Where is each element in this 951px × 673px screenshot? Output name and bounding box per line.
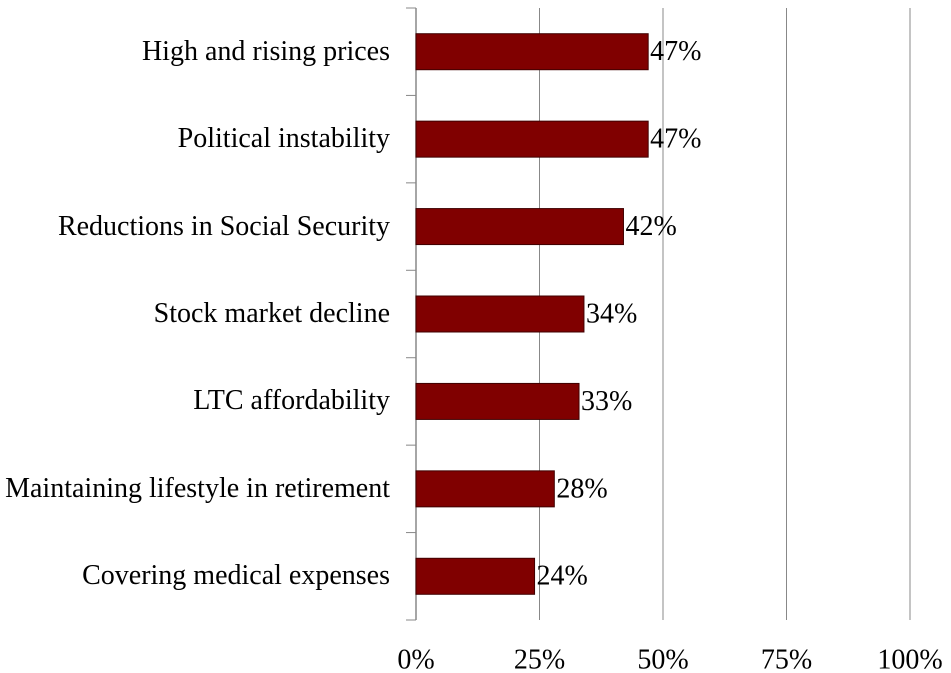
bar [415, 33, 649, 71]
bar [415, 208, 624, 246]
category-label-box: LTC affordability [0, 356, 390, 446]
value-label: 42% [625, 211, 676, 242]
category-label-box: Reductions in Social Security [0, 182, 390, 272]
value-label: 34% [586, 298, 637, 329]
y-tick-label: Political instability [177, 123, 390, 155]
x-tick-label: 75% [761, 644, 812, 673]
bar [415, 382, 580, 420]
value-label: 28% [556, 473, 607, 504]
y-tick-label: High and rising prices [141, 35, 390, 67]
y-tick-label: Reductions in Social Security [57, 210, 390, 242]
category-label-box: Covering medical expenses [0, 531, 390, 621]
x-tick-label: 100% [877, 644, 942, 673]
x-tick-label: 50% [637, 644, 688, 673]
bar [415, 295, 585, 333]
x-tick-label: 0% [397, 644, 434, 673]
bar [415, 557, 536, 595]
bar [415, 470, 555, 508]
category-label-box: High and rising prices [0, 7, 390, 97]
bar [415, 120, 649, 158]
x-tick-label: 25% [514, 644, 565, 673]
y-tick-label: Maintaining lifestyle in retirement [5, 472, 390, 504]
value-label: 47% [650, 36, 701, 67]
category-label-box: Stock market decline [0, 269, 390, 359]
value-label: 47% [650, 124, 701, 155]
y-tick-label: Covering medical expenses [82, 560, 390, 592]
value-label: 33% [581, 386, 632, 417]
y-tick-label: Stock market decline [153, 298, 390, 329]
value-label: 24% [537, 561, 588, 592]
y-tick-label: LTC affordability [193, 385, 390, 417]
category-label-box: Maintaining lifestyle in retirement [0, 444, 390, 534]
category-label-box: Political instability [0, 94, 390, 184]
